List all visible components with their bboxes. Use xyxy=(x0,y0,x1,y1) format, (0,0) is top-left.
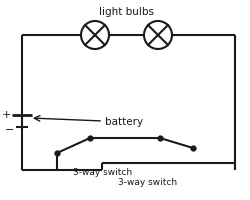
Text: 3-way switch: 3-way switch xyxy=(118,177,176,186)
Text: battery: battery xyxy=(104,116,142,126)
Text: light bulbs: light bulbs xyxy=(98,7,154,17)
Text: +: + xyxy=(1,109,11,119)
Text: −: − xyxy=(5,124,15,134)
Text: 3-way switch: 3-way switch xyxy=(73,167,132,176)
